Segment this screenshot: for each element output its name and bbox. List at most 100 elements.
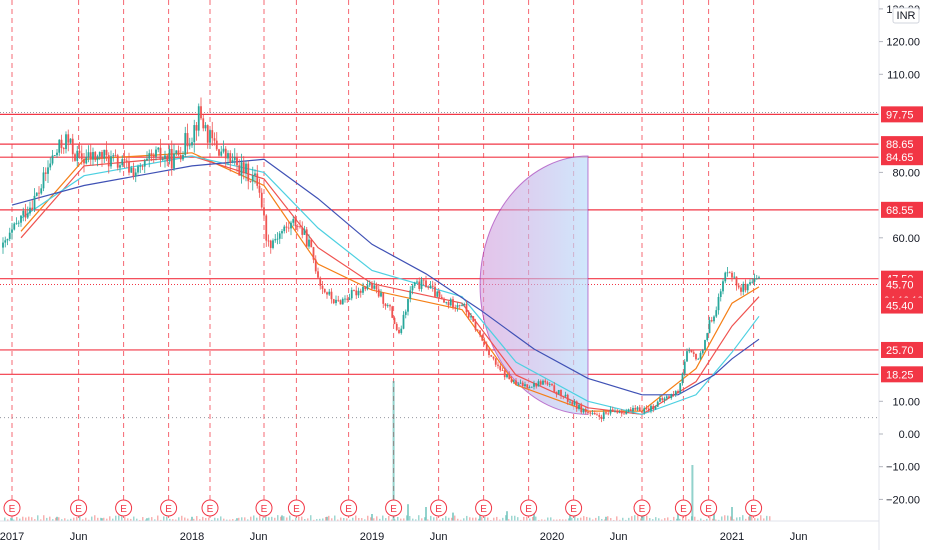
earnings-marker[interactable] xyxy=(287,499,305,517)
volume-bar xyxy=(571,517,573,521)
earnings-marker[interactable] xyxy=(745,499,763,517)
earnings-marker[interactable] xyxy=(633,499,651,517)
candle-body xyxy=(299,226,301,228)
candle-body xyxy=(557,389,560,395)
candle-body xyxy=(132,167,135,177)
candle-body xyxy=(267,240,270,242)
volume-bar xyxy=(535,516,537,521)
candle-body xyxy=(539,381,542,385)
candle-body xyxy=(107,155,110,167)
volume-bar xyxy=(205,517,207,521)
volume-bar xyxy=(505,515,507,521)
candle-body xyxy=(377,289,380,297)
candle-body xyxy=(553,385,556,392)
candle-body xyxy=(53,155,56,156)
earnings-marker[interactable] xyxy=(160,499,178,517)
earnings-marker[interactable] xyxy=(520,499,538,517)
earnings-marker[interactable] xyxy=(115,499,133,517)
volume-bar xyxy=(574,515,576,521)
candle-body xyxy=(755,278,758,280)
earnings-marker[interactable] xyxy=(700,499,718,517)
candle-body xyxy=(152,155,155,157)
volume-bar xyxy=(220,516,222,521)
candle-body xyxy=(485,344,488,351)
candle-body xyxy=(582,408,585,413)
candle-body xyxy=(150,153,153,156)
volume-bar xyxy=(481,517,483,521)
earnings-marker[interactable] xyxy=(3,499,21,517)
volume-bar xyxy=(484,517,486,521)
price-tick-label: 110.00 xyxy=(887,69,920,81)
volume-bar xyxy=(733,519,735,521)
volume-bar xyxy=(407,504,409,521)
volume-bar xyxy=(766,515,768,521)
earnings-marker[interactable] xyxy=(255,499,273,517)
candle-body xyxy=(283,226,286,232)
volume-bar xyxy=(718,519,720,521)
volume-bar xyxy=(451,517,453,521)
candle-body xyxy=(645,408,648,409)
earnings-marker[interactable] xyxy=(674,499,692,517)
volume-bar xyxy=(532,517,534,521)
volume-bar xyxy=(514,515,516,521)
level-label: 68.55 xyxy=(886,205,914,217)
earnings-marker[interactable] xyxy=(201,499,219,517)
candle-body xyxy=(625,411,628,415)
candle-body xyxy=(416,281,418,283)
earnings-marker[interactable] xyxy=(565,499,583,517)
volume-bar xyxy=(76,516,78,521)
earnings-marker[interactable] xyxy=(70,499,88,517)
candle-body xyxy=(47,167,49,174)
volume-bar xyxy=(202,516,204,521)
level-label-box xyxy=(881,366,923,383)
volume-bar xyxy=(679,518,681,521)
candle-body xyxy=(218,149,220,156)
candle-body xyxy=(337,299,340,301)
candle-body xyxy=(542,380,544,385)
candle-body xyxy=(593,412,596,415)
volume-bar xyxy=(712,518,714,521)
time-axis[interactable]: 2017 Jun 2018 Jun 2019 Jun 2020 Jun 2021 Jun xyxy=(0,531,807,543)
candle-body xyxy=(294,219,297,227)
volume-bar xyxy=(448,517,450,521)
price-tick-label: 60.00 xyxy=(892,233,920,245)
volume-bar xyxy=(715,519,717,521)
volume-bar xyxy=(749,512,751,521)
candle-body xyxy=(166,155,169,162)
volume-bar xyxy=(244,517,246,521)
volume-bar xyxy=(181,515,183,521)
candle-body xyxy=(436,291,439,297)
arc-shape[interactable] xyxy=(479,155,589,415)
candle-body xyxy=(470,316,472,318)
candle-body xyxy=(623,413,625,415)
candle-body xyxy=(589,412,592,414)
volume-bar xyxy=(388,515,390,521)
earnings-marker[interactable] xyxy=(475,499,493,517)
candle-body xyxy=(688,350,691,352)
price-tick-label: 10.00 xyxy=(892,396,920,408)
candle-body xyxy=(562,395,565,397)
earnings-marker[interactable] xyxy=(430,499,448,517)
candle-body xyxy=(2,242,4,248)
arc-drawing[interactable] xyxy=(479,155,589,415)
volume-bar xyxy=(163,516,165,521)
earnings-marker-label: E xyxy=(705,504,712,515)
price-axis[interactable]: −20.00 −10.00 0.00 10.00 60.00 80.00 110.00 120… xyxy=(879,4,923,507)
volume-bar xyxy=(466,515,468,521)
currency-badge[interactable]: INR xyxy=(892,7,920,24)
earnings-marker[interactable] xyxy=(340,499,358,517)
candle-body xyxy=(278,233,281,239)
volume-bar xyxy=(580,517,582,521)
candle-body xyxy=(692,352,695,354)
candle-body xyxy=(341,298,344,305)
volume-bar xyxy=(628,517,630,521)
candle-body xyxy=(647,408,650,411)
earnings-marker[interactable] xyxy=(385,499,403,517)
price-tick-label: −10.00 xyxy=(886,462,920,474)
earnings-marker-label: E xyxy=(750,504,757,515)
candle-body xyxy=(58,139,61,153)
volume-bar xyxy=(193,518,195,521)
candle-body xyxy=(220,151,223,156)
